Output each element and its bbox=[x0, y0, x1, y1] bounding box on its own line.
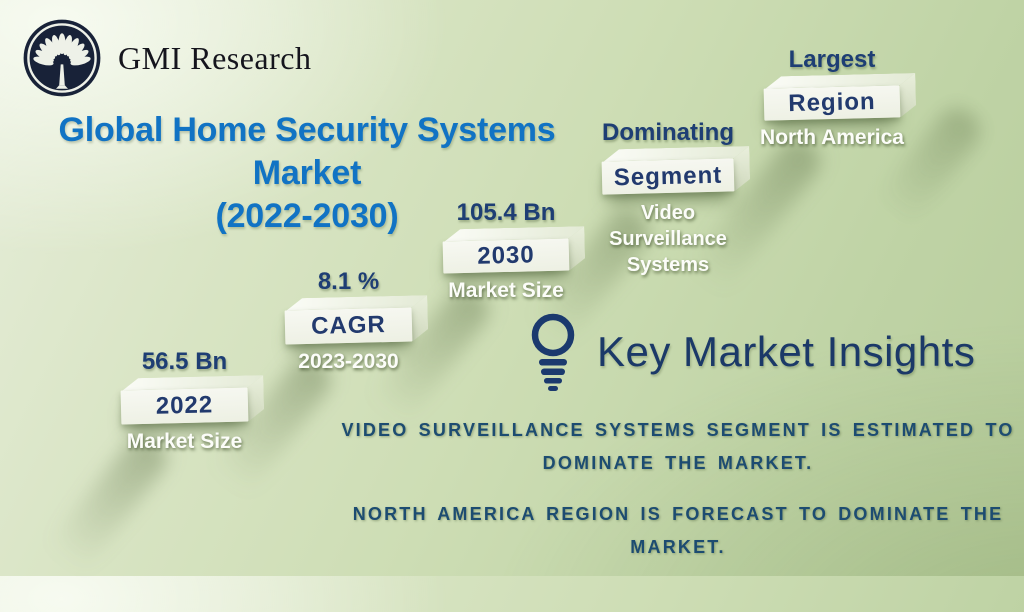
step-caption: 2023-2030 bbox=[298, 350, 399, 373]
lightbulb-icon bbox=[531, 313, 575, 391]
step-value: Dominating bbox=[602, 119, 734, 146]
step-caption: Market Size bbox=[126, 430, 243, 453]
slab-front-face: Segment bbox=[601, 158, 735, 195]
step-slab: Segment bbox=[601, 158, 735, 195]
key-market-insights-title: Key Market Insights bbox=[597, 328, 976, 375]
step-dominating-segment: Dominating Segment Video Surveillance Sy… bbox=[601, 119, 735, 276]
brand-name: GMI Research bbox=[118, 39, 312, 76]
step-value: 56.5 Bn bbox=[141, 348, 228, 375]
brand-header: GMI Research bbox=[22, 18, 311, 98]
slab-front-face: CAGR bbox=[284, 307, 413, 345]
step-shadow-streak bbox=[17, 427, 175, 612]
palm-tree-logo-icon bbox=[23, 19, 101, 97]
step-caption: Video Surveillance Systems bbox=[609, 202, 727, 276]
step-value: 105.4 Bn bbox=[456, 199, 556, 226]
insight-list: VIDEO SURVEILLANCE SYSTEMS SEGMENT IS ES… bbox=[330, 414, 1024, 582]
infographic-canvas: GMI Research Global Home Security System… bbox=[0, 18, 1012, 612]
step-value: 8.1 % bbox=[317, 268, 380, 295]
slab-front-face: 2022 bbox=[120, 387, 249, 425]
step-label: 2030 bbox=[476, 241, 535, 270]
insight-item: VIDEO SURVEILLANCE SYSTEMS SEGMENT IS ES… bbox=[341, 420, 1015, 473]
step-caption: Market Size bbox=[448, 279, 564, 302]
step-slab: 2030 bbox=[442, 238, 570, 274]
title-line-1: Global Home Security Systems Market bbox=[58, 111, 556, 192]
step-cagr: 8.1 % CAGR 2023-2030 bbox=[284, 268, 413, 373]
step-label: Segment bbox=[613, 161, 723, 191]
step-market-size-2022: 56.5 Bn 2022 Market Size bbox=[120, 348, 249, 453]
insight-item: NORTH AMERICA REGION IS FORECAST TO DOMI… bbox=[352, 504, 1004, 557]
step-label: 2022 bbox=[155, 391, 214, 420]
step-slab: CAGR bbox=[284, 307, 413, 345]
slab-front-face: Region bbox=[763, 85, 901, 121]
step-label: CAGR bbox=[310, 311, 387, 340]
step-shadow-streak bbox=[848, 100, 988, 262]
step-caption: North America bbox=[760, 126, 904, 149]
step-label: Region bbox=[787, 87, 876, 118]
step-market-size-2030: 105.4 Bn 2030 Market Size bbox=[442, 199, 570, 302]
slab-front-face: 2030 bbox=[442, 238, 570, 274]
step-largest-region: Largest Region North America bbox=[760, 46, 901, 149]
page-title: Global Home Security Systems Market (202… bbox=[0, 109, 614, 238]
step-slab: Region bbox=[763, 85, 901, 121]
title-line-2: (2022-2030) bbox=[215, 197, 399, 235]
step-value: Largest bbox=[788, 46, 876, 73]
key-market-insights-header: Key Market Insights bbox=[528, 312, 975, 392]
step-slab: 2022 bbox=[120, 387, 249, 425]
